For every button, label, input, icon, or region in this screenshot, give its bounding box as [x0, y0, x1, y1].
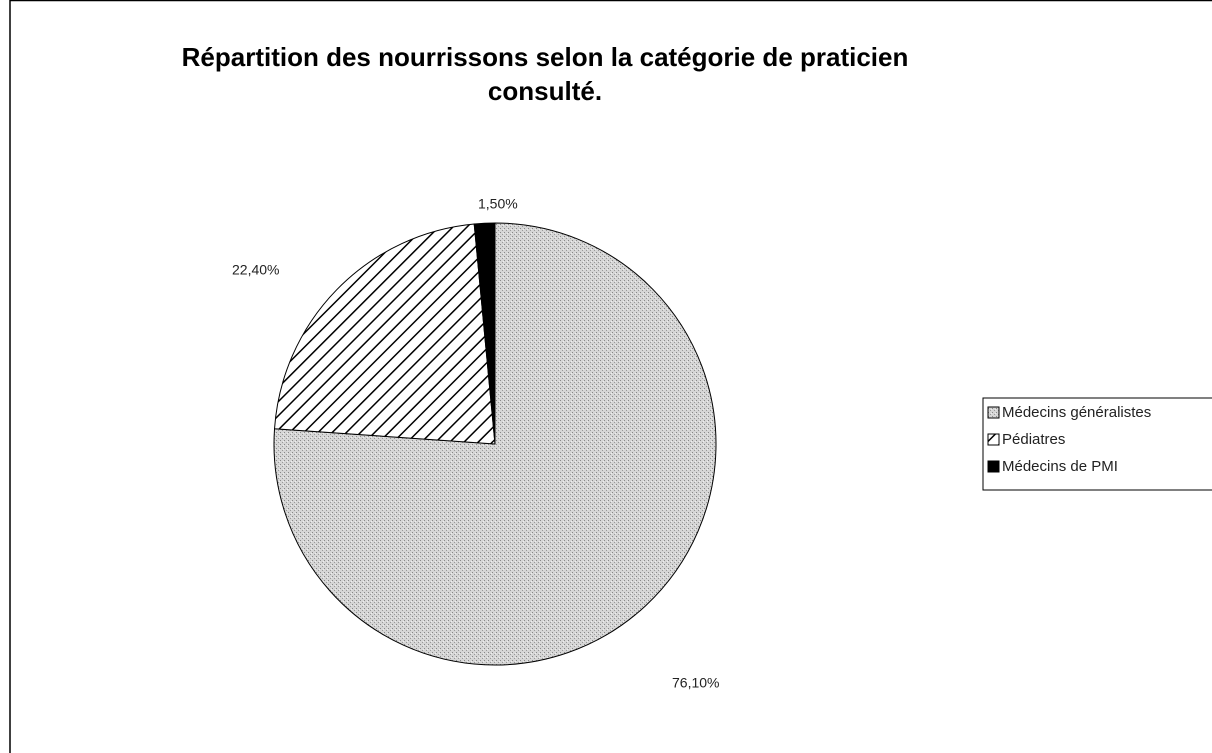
chart-title: Répartition des nourrissons selon la cat…	[181, 42, 909, 106]
pie-slice	[273, 223, 496, 445]
data-label: 76,10%	[672, 675, 719, 691]
data-label: 1,50%	[478, 196, 518, 212]
data-label: 22,40%	[232, 262, 279, 278]
legend-swatch	[987, 406, 1000, 419]
legend-label: Médecins généralistes	[1002, 404, 1151, 421]
legend-label: Pédiatres	[1002, 431, 1065, 448]
legend-swatch	[987, 433, 1000, 446]
pie-slice	[273, 222, 717, 666]
legend-label: Médecins de PMI	[1002, 458, 1118, 475]
chart-frame	[9, 0, 1212, 753]
legend-box	[982, 397, 1212, 491]
pie-slice	[473, 222, 496, 445]
legend-swatch	[987, 460, 1000, 473]
